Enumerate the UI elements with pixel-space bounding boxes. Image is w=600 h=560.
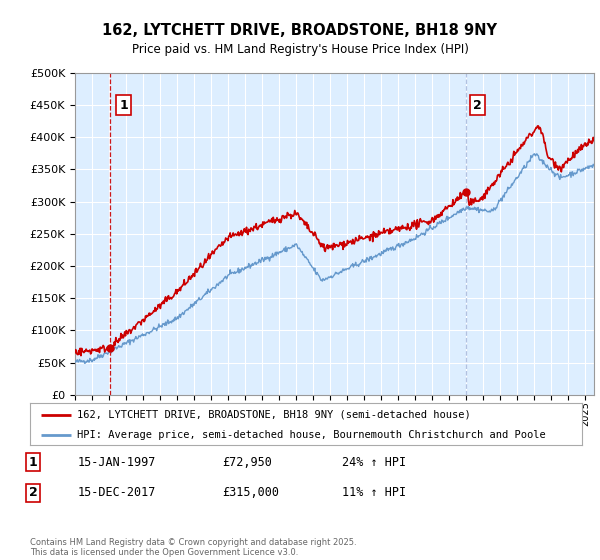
Text: 162, LYTCHETT DRIVE, BROADSTONE, BH18 9NY (semi-detached house): 162, LYTCHETT DRIVE, BROADSTONE, BH18 9N… — [77, 410, 470, 420]
Text: HPI: Average price, semi-detached house, Bournemouth Christchurch and Poole: HPI: Average price, semi-detached house,… — [77, 430, 545, 440]
Text: 2: 2 — [473, 99, 482, 111]
Text: Price paid vs. HM Land Registry's House Price Index (HPI): Price paid vs. HM Land Registry's House … — [131, 43, 469, 56]
Text: 1: 1 — [29, 455, 37, 469]
Text: 1: 1 — [119, 99, 128, 111]
Text: 2: 2 — [29, 486, 37, 500]
Text: 162, LYTCHETT DRIVE, BROADSTONE, BH18 9NY: 162, LYTCHETT DRIVE, BROADSTONE, BH18 9N… — [103, 24, 497, 38]
Text: 15-JAN-1997: 15-JAN-1997 — [78, 455, 157, 469]
Text: 15-DEC-2017: 15-DEC-2017 — [78, 486, 157, 500]
Text: £72,950: £72,950 — [222, 455, 272, 469]
Text: 24% ↑ HPI: 24% ↑ HPI — [342, 455, 406, 469]
Text: Contains HM Land Registry data © Crown copyright and database right 2025.
This d: Contains HM Land Registry data © Crown c… — [30, 538, 356, 557]
Text: 11% ↑ HPI: 11% ↑ HPI — [342, 486, 406, 500]
Text: £315,000: £315,000 — [222, 486, 279, 500]
